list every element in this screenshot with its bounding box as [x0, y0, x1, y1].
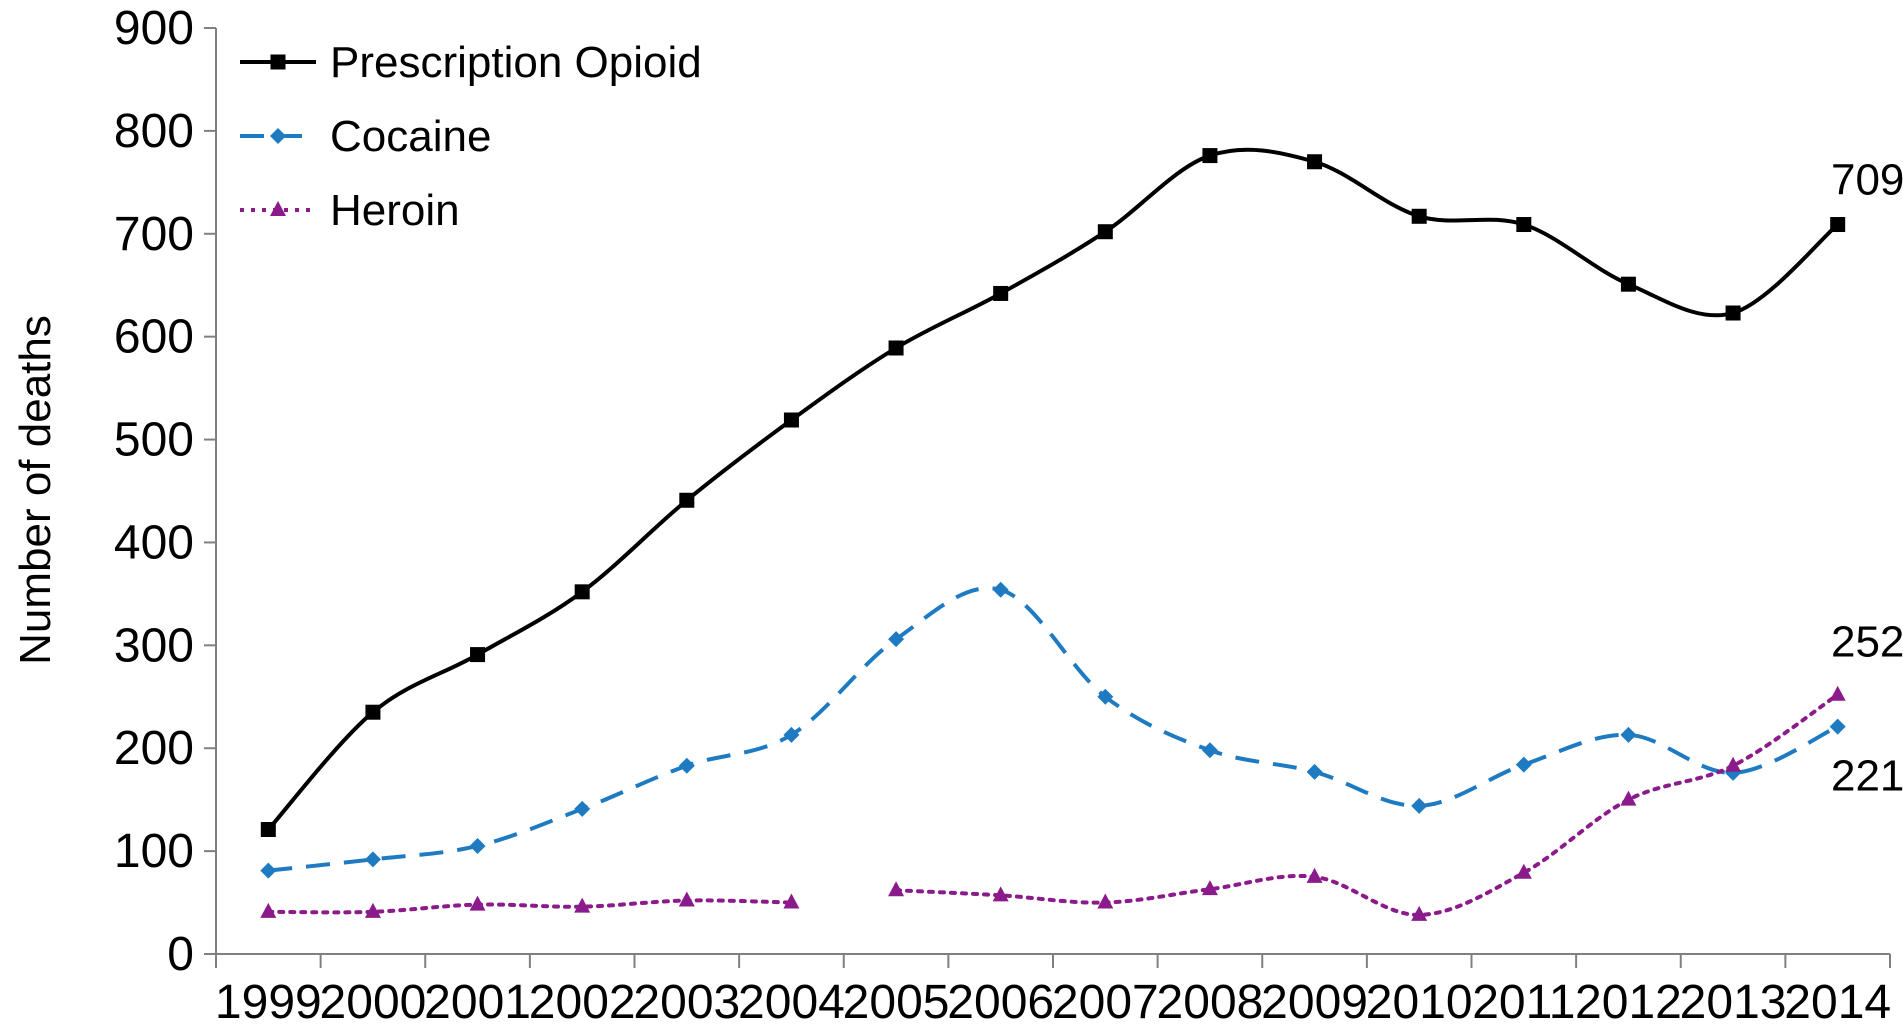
data-point-heroin	[888, 881, 905, 897]
data-point-prescription-opioid	[1202, 148, 1218, 164]
y-tick-label: 600	[114, 311, 194, 364]
y-tick-label: 300	[114, 619, 194, 672]
x-tick-label: 2007	[1052, 976, 1159, 1024]
data-point-prescription-opioid	[574, 584, 590, 600]
y-tick-label: 400	[114, 516, 194, 569]
data-point-heroin	[1097, 893, 1114, 909]
legend-item-heroin: Heroin	[240, 186, 460, 235]
data-point-heroin	[783, 893, 800, 909]
data-point-heroin	[1306, 867, 1323, 883]
x-tick-label: 2002	[529, 976, 636, 1024]
x-tick-label: 2000	[320, 976, 427, 1024]
data-point-cocaine	[469, 837, 486, 854]
x-tick-label: 2006	[947, 976, 1054, 1024]
legend-label-heroin: Heroin	[330, 186, 460, 235]
x-tick-label: 2003	[633, 976, 740, 1024]
y-tick-label: 500	[114, 414, 194, 467]
data-point-cocaine	[1515, 756, 1532, 773]
x-tick-label: 1999	[215, 976, 322, 1024]
y-tick-label: 900	[114, 2, 194, 55]
data-point-heroin	[992, 886, 1009, 902]
x-tick-label: 2009	[1261, 976, 1368, 1024]
x-tick-label: 2012	[1575, 976, 1682, 1024]
end-label-heroin: 252	[1831, 618, 1903, 667]
data-point-cocaine	[992, 581, 1009, 598]
data-point-cocaine	[1097, 688, 1114, 705]
data-point-heroin	[678, 891, 695, 907]
x-tick-label: 2004	[738, 976, 845, 1024]
x-tick-label: 2013	[1680, 976, 1787, 1024]
x-tick-label: 2010	[1366, 976, 1473, 1024]
series-line-prescription-opioid	[266, 147, 1839, 831]
data-point-cocaine	[678, 757, 695, 774]
y-tick-label: 800	[114, 105, 194, 158]
data-point-prescription-opioid	[679, 492, 695, 508]
data-point-cocaine	[1620, 726, 1637, 743]
end-label-prescription-opioid: 709	[1831, 156, 1903, 205]
data-point-heroin	[364, 902, 381, 918]
data-point-cocaine	[260, 862, 277, 879]
end-labels: 709 221 252	[1831, 156, 1903, 801]
series-heroin	[260, 685, 1846, 921]
series-cocaine	[260, 581, 1846, 879]
data-point-cocaine	[1306, 763, 1323, 780]
axes: 0 100 200 300 400 500 600 700 800 900 199920002001…	[114, 2, 1891, 1024]
legend-item-prescription-opioid: Prescription Opioid	[240, 38, 702, 87]
x-tick-label: 2014	[1784, 976, 1891, 1024]
data-point-cocaine	[1411, 797, 1428, 814]
data-point-prescription-opioid	[260, 822, 276, 838]
legend-label-cocaine: Cocaine	[330, 112, 491, 161]
data-point-heroin	[1829, 685, 1846, 701]
y-tick-label: 200	[114, 722, 194, 775]
series-line-cocaine	[268, 586, 1839, 873]
series-line-heroin	[894, 692, 1840, 917]
legend-marker-heroin	[270, 201, 286, 216]
x-tick-label: 2005	[843, 976, 950, 1024]
data-point-prescription-opioid	[1620, 276, 1636, 292]
data-point-prescription-opioid	[993, 285, 1009, 301]
x-tick-label: 2008	[1157, 976, 1264, 1024]
data-point-cocaine	[574, 800, 591, 817]
y-axis-title: Number of deaths	[11, 315, 60, 665]
data-point-prescription-opioid	[470, 647, 486, 663]
data-point-prescription-opioid	[1830, 217, 1846, 233]
y-tick-label: 0	[167, 928, 194, 981]
legend-item-cocaine: Cocaine	[240, 112, 491, 161]
data-point-heroin	[1201, 880, 1218, 896]
data-point-heroin	[469, 895, 486, 911]
data-point-prescription-opioid	[1725, 305, 1741, 321]
data-point-prescription-opioid	[1097, 224, 1113, 240]
legend: Prescription Opioid Cocaine Heroin	[240, 38, 702, 235]
data-point-prescription-opioid	[888, 340, 904, 356]
data-point-prescription-opioid	[365, 704, 381, 720]
data-point-heroin	[1725, 756, 1742, 772]
data-point-heroin	[1411, 905, 1428, 921]
data-point-heroin	[574, 897, 591, 913]
end-label-cocaine: 221	[1831, 752, 1903, 801]
data-point-heroin	[1620, 790, 1637, 806]
data-point-prescription-opioid	[1516, 217, 1532, 233]
data-point-cocaine	[1201, 742, 1218, 759]
series-line-heroin	[266, 898, 794, 915]
series-layer	[260, 147, 1846, 921]
data-point-cocaine	[783, 726, 800, 743]
y-tick-label: 700	[114, 208, 194, 261]
data-point-cocaine	[364, 851, 381, 868]
data-point-prescription-opioid	[1307, 154, 1323, 170]
x-tick-label: 2001	[424, 976, 531, 1024]
data-point-heroin	[1515, 863, 1532, 879]
x-tick-label: 2011	[1472, 976, 1575, 1024]
series-prescription-opioid	[260, 147, 1846, 838]
data-point-prescription-opioid	[1411, 208, 1427, 224]
data-point-cocaine	[888, 631, 905, 648]
legend-label-prescription-opioid: Prescription Opioid	[330, 38, 702, 87]
y-tick-label: 100	[114, 825, 194, 878]
data-point-prescription-opioid	[783, 412, 799, 428]
legend-marker-cocaine	[270, 128, 286, 144]
data-point-cocaine	[1829, 718, 1846, 735]
legend-marker-prescription-opioid	[270, 54, 286, 70]
data-point-heroin	[260, 902, 277, 918]
